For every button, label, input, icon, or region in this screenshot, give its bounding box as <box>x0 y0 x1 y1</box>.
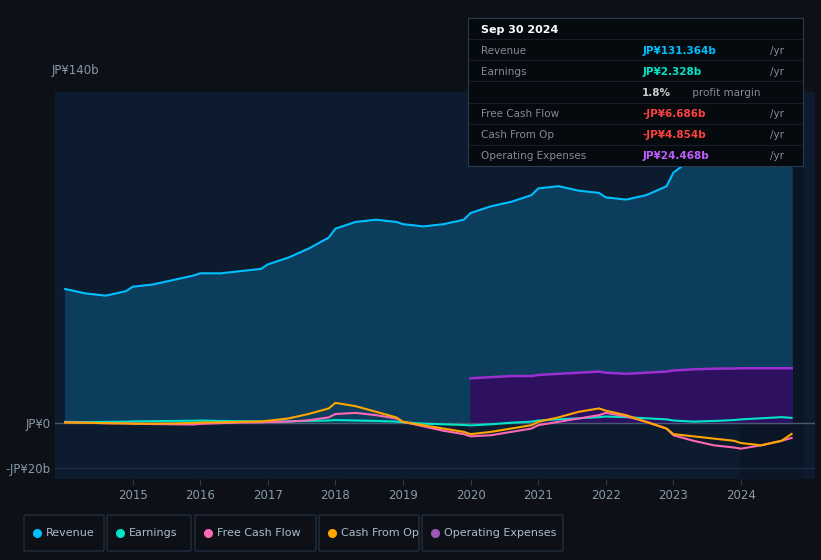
Text: Cash From Op: Cash From Op <box>481 130 554 141</box>
Text: JP¥24.468b: JP¥24.468b <box>642 152 709 161</box>
Text: Revenue: Revenue <box>481 46 526 56</box>
Text: Cash From Op: Cash From Op <box>341 528 419 538</box>
Text: 1.8%: 1.8% <box>642 88 672 98</box>
Text: /yr: /yr <box>769 67 783 77</box>
Text: -JP¥6.686b: -JP¥6.686b <box>642 109 706 119</box>
Text: /yr: /yr <box>769 130 783 141</box>
Text: Revenue: Revenue <box>46 528 94 538</box>
FancyBboxPatch shape <box>107 515 191 551</box>
Text: /yr: /yr <box>769 152 783 161</box>
Text: JP¥140b: JP¥140b <box>51 64 99 77</box>
Text: Earnings: Earnings <box>129 528 177 538</box>
Text: Free Cash Flow: Free Cash Flow <box>481 109 560 119</box>
FancyBboxPatch shape <box>319 515 419 551</box>
Text: Operating Expenses: Operating Expenses <box>481 152 587 161</box>
Text: Sep 30 2024: Sep 30 2024 <box>481 25 559 35</box>
Text: Free Cash Flow: Free Cash Flow <box>217 528 300 538</box>
Text: JP¥2.328b: JP¥2.328b <box>642 67 701 77</box>
Text: /yr: /yr <box>769 46 783 56</box>
Bar <box>741 92 802 479</box>
Text: JP¥131.364b: JP¥131.364b <box>642 46 716 56</box>
FancyBboxPatch shape <box>422 515 563 551</box>
FancyBboxPatch shape <box>195 515 316 551</box>
Text: /yr: /yr <box>769 109 783 119</box>
FancyBboxPatch shape <box>24 515 104 551</box>
Text: Earnings: Earnings <box>481 67 527 77</box>
Text: -JP¥4.854b: -JP¥4.854b <box>642 130 706 141</box>
Text: profit margin: profit margin <box>689 88 760 98</box>
Text: Operating Expenses: Operating Expenses <box>444 528 557 538</box>
